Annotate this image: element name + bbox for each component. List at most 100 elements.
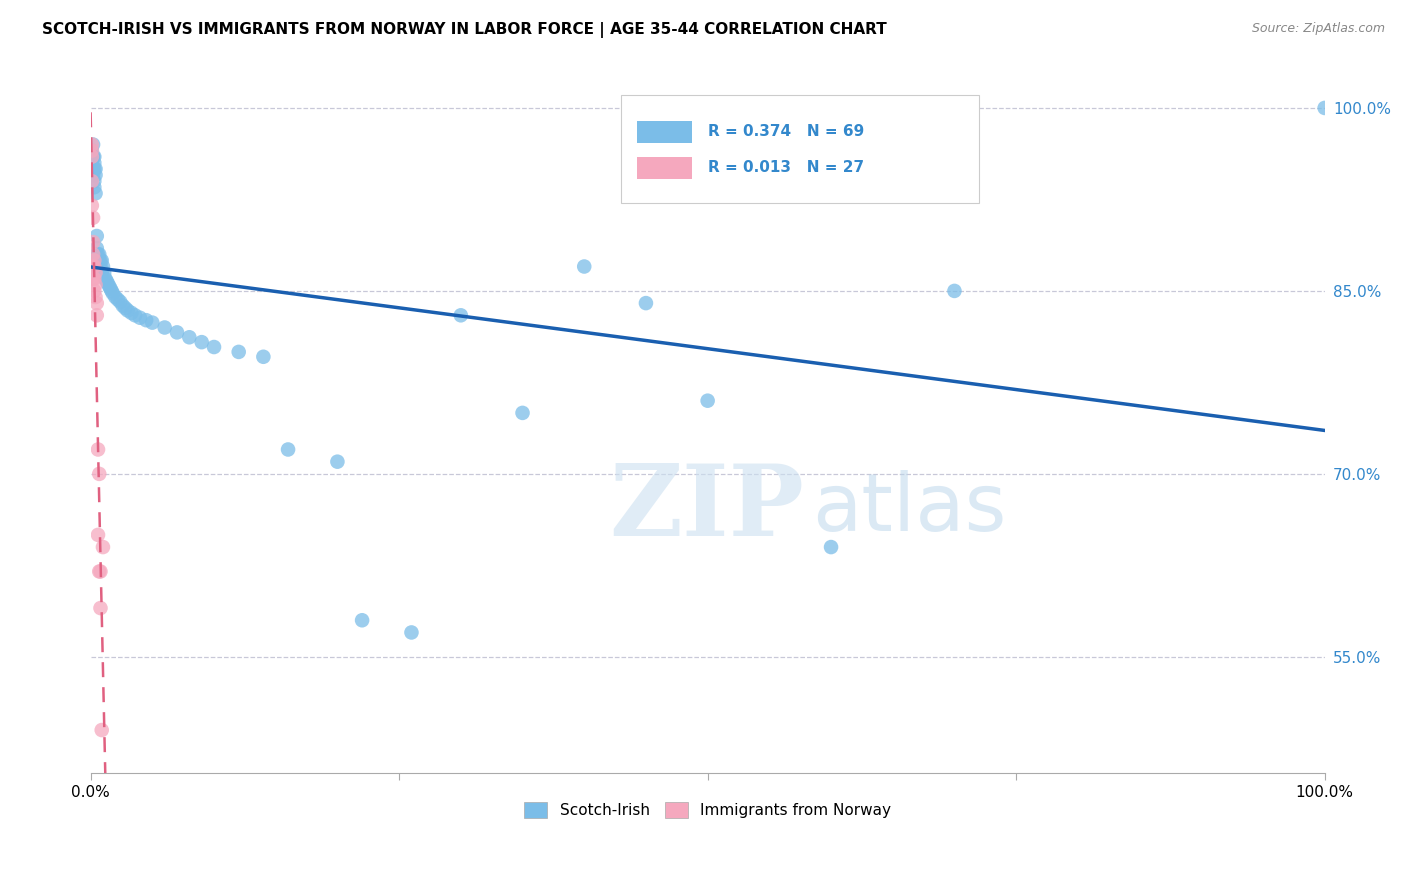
Point bbox=[124, 308, 146, 322]
Point bbox=[83, 260, 105, 274]
Point bbox=[634, 296, 657, 310]
Legend: Scotch-Irish, Immigrants from Norway: Scotch-Irish, Immigrants from Norway bbox=[519, 796, 897, 824]
Point bbox=[89, 247, 111, 261]
Point bbox=[352, 613, 374, 627]
Point bbox=[696, 393, 718, 408]
Point bbox=[89, 260, 111, 274]
Point bbox=[90, 253, 112, 268]
Text: R = 0.013   N = 27: R = 0.013 N = 27 bbox=[707, 161, 863, 176]
Point bbox=[82, 271, 104, 285]
Point bbox=[89, 565, 111, 579]
Point bbox=[943, 284, 966, 298]
Point bbox=[86, 260, 108, 274]
Point bbox=[179, 330, 201, 344]
FancyBboxPatch shape bbox=[621, 95, 979, 202]
Point bbox=[574, 260, 596, 274]
Point bbox=[129, 310, 152, 325]
Point bbox=[80, 144, 103, 158]
Point bbox=[252, 350, 274, 364]
Point bbox=[89, 601, 111, 615]
Point bbox=[82, 247, 104, 261]
Point bbox=[98, 281, 121, 295]
Point bbox=[111, 299, 134, 313]
Point bbox=[83, 161, 105, 176]
Point bbox=[80, 150, 103, 164]
Point bbox=[91, 260, 114, 274]
Point bbox=[84, 277, 107, 292]
Point bbox=[89, 467, 111, 481]
Point bbox=[82, 161, 104, 176]
Point bbox=[120, 306, 142, 320]
Point bbox=[80, 156, 103, 170]
Point bbox=[91, 540, 114, 554]
Point bbox=[100, 284, 122, 298]
Text: R = 0.374   N = 69: R = 0.374 N = 69 bbox=[707, 124, 863, 139]
Point bbox=[84, 161, 107, 176]
Point bbox=[401, 625, 423, 640]
Point bbox=[86, 241, 108, 255]
Text: SCOTCH-IRISH VS IMMIGRANTS FROM NORWAY IN LABOR FORCE | AGE 35-44 CORRELATION CH: SCOTCH-IRISH VS IMMIGRANTS FROM NORWAY I… bbox=[42, 22, 887, 38]
Point bbox=[87, 442, 110, 457]
Point bbox=[190, 335, 212, 350]
Point bbox=[89, 253, 111, 268]
Point bbox=[90, 723, 112, 737]
Point bbox=[98, 279, 121, 293]
Point bbox=[83, 174, 105, 188]
Point bbox=[83, 150, 105, 164]
Point bbox=[153, 320, 176, 334]
Point bbox=[93, 266, 115, 280]
Point bbox=[80, 137, 103, 152]
Point bbox=[84, 168, 107, 182]
Point bbox=[512, 406, 534, 420]
Point bbox=[87, 247, 110, 261]
Point bbox=[86, 308, 108, 322]
Point bbox=[1313, 101, 1336, 115]
Point bbox=[80, 198, 103, 212]
Point bbox=[83, 156, 105, 170]
Point bbox=[277, 442, 299, 457]
Point bbox=[86, 229, 108, 244]
Point bbox=[87, 253, 110, 268]
Point bbox=[228, 345, 250, 359]
Point bbox=[82, 211, 104, 225]
Point bbox=[82, 260, 104, 274]
Point bbox=[326, 455, 349, 469]
Text: atlas: atlas bbox=[813, 469, 1007, 548]
Point bbox=[87, 528, 110, 542]
Point bbox=[117, 303, 139, 318]
Point bbox=[450, 308, 472, 322]
Point bbox=[90, 266, 112, 280]
Point bbox=[82, 150, 104, 164]
Point bbox=[86, 247, 108, 261]
Point bbox=[89, 260, 111, 274]
Point bbox=[96, 274, 118, 288]
Point bbox=[104, 290, 127, 304]
Point bbox=[80, 161, 103, 176]
Point bbox=[82, 150, 104, 164]
Point bbox=[83, 284, 105, 298]
Point bbox=[80, 174, 103, 188]
Text: ZIP: ZIP bbox=[609, 460, 804, 557]
Point bbox=[83, 253, 105, 268]
Point bbox=[107, 293, 129, 307]
Point bbox=[83, 271, 105, 285]
Point bbox=[820, 540, 842, 554]
Point bbox=[141, 316, 163, 330]
Point bbox=[89, 565, 111, 579]
Point bbox=[82, 235, 104, 249]
Point bbox=[202, 340, 225, 354]
Point bbox=[87, 266, 110, 280]
FancyBboxPatch shape bbox=[637, 120, 692, 143]
Point bbox=[84, 186, 107, 201]
Point bbox=[89, 253, 111, 268]
Text: Source: ZipAtlas.com: Source: ZipAtlas.com bbox=[1251, 22, 1385, 36]
Point bbox=[80, 144, 103, 158]
FancyBboxPatch shape bbox=[637, 157, 692, 179]
Point bbox=[82, 168, 104, 182]
Point bbox=[84, 266, 107, 280]
Point bbox=[83, 180, 105, 194]
Point bbox=[82, 137, 104, 152]
Point bbox=[135, 313, 157, 327]
Point bbox=[166, 326, 188, 340]
Point bbox=[114, 301, 136, 315]
